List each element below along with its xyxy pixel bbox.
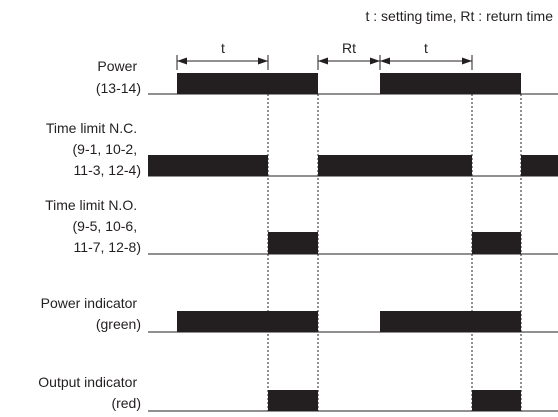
interval-label-t-second: t — [424, 40, 428, 56]
interval-arrows — [176, 55, 473, 70]
interval-label-rt: Rt — [342, 40, 356, 56]
signal-label-power-indicator: Power indicator (green) — [41, 295, 141, 332]
waveform-time-limit-nc — [148, 155, 558, 177]
waveform-output-indicator — [148, 390, 558, 412]
guide-lines — [267, 94, 522, 411]
waveform-power-indicator — [148, 311, 558, 333]
signal-label-time-limit-nc: Time limit N.C. (9-1, 10-2, 11-3, 12-4) — [46, 120, 141, 178]
interval-label-t-first: t — [221, 40, 225, 56]
signal-label-output-indicator: Output indicator (red) — [38, 374, 141, 411]
signal-label-time-limit-no: Time limit N.O. (9-5, 10-6, 11-7, 12-8) — [45, 197, 141, 255]
waveform-power — [148, 73, 558, 95]
legend-text: t : setting time, Rt : return time — [365, 8, 553, 24]
signal-label-power: Power (13-14) — [96, 58, 141, 96]
waveform-time-limit-no — [148, 232, 558, 255]
